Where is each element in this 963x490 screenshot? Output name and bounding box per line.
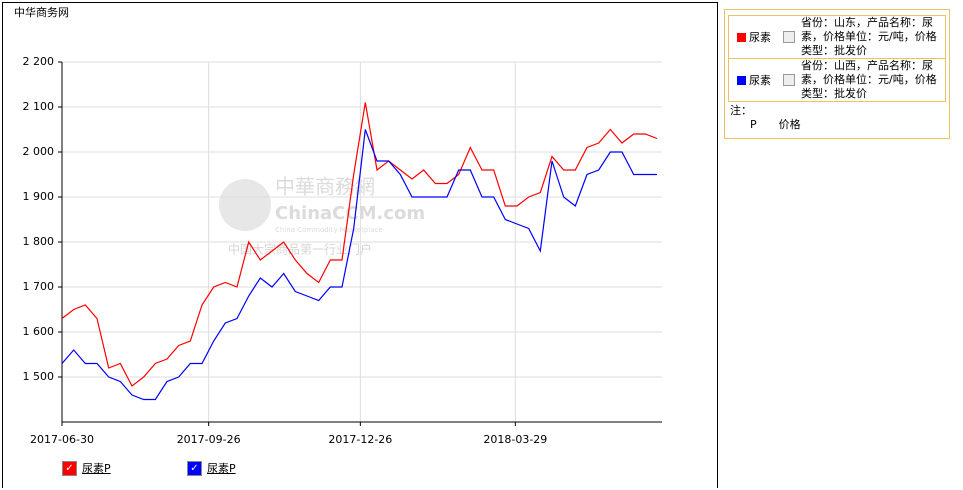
x-tick-label: 2017-09-26: [177, 433, 241, 446]
y-tick-label: 1 800: [23, 235, 55, 248]
legend-description: 省份：山西，产品名称：尿素，价格单位：元/吨，价格类型：批发价: [801, 59, 937, 100]
toggle-checkbox[interactable]: ✓: [62, 460, 77, 476]
note-title: 注：: [730, 104, 752, 117]
series-toggle[interactable]: ✓ 尿素P: [187, 460, 236, 476]
toggle-label[interactable]: 尿素P: [82, 462, 111, 475]
watermark-domain: ChinaCCM.com: [275, 203, 425, 224]
legend-checkbox[interactable]: [783, 31, 795, 43]
legend-name: 尿素: [749, 31, 771, 44]
legend-panel: 尿素 省份：山东，产品名称：尿素，价格单位：元/吨，价格类型：批发价 尿素 省份：山西…: [724, 9, 950, 139]
series-toggle[interactable]: ✓ 尿素P: [62, 460, 111, 476]
toggle-label[interactable]: 尿素P: [207, 462, 236, 475]
toggle-checkbox[interactable]: ✓: [187, 460, 202, 476]
y-tick-label: 1 700: [23, 280, 55, 293]
y-tick-label: 1 500: [23, 370, 55, 383]
note-row: P 价格: [730, 118, 944, 132]
chart-frame: [2, 2, 718, 488]
note: 注： P 价格: [728, 101, 946, 134]
legend-checkbox[interactable]: [783, 74, 795, 86]
y-tick-label: 1 900: [23, 190, 55, 203]
x-tick-label: 2017-12-26: [328, 433, 392, 446]
chart: 中华商务网 中華商務網 ChinaCCM.com China Commodity…: [14, 5, 662, 446]
watermark-logo: [219, 179, 271, 231]
y-tick-label: 2 200: [23, 55, 55, 68]
site-label: 中华商务网: [14, 5, 69, 19]
legend-row: 尿素 省份：山西，产品名称：尿素，价格单位：元/吨，价格类型：批发价: [728, 58, 946, 101]
y-tick-label: 2 000: [23, 145, 55, 158]
note-meaning: 价格: [778, 118, 801, 131]
y-tick-label: 1 600: [23, 325, 55, 338]
legend-description: 省份：山东，产品名称：尿素，价格单位：元/吨，价格类型：批发价: [801, 16, 937, 57]
y-tick-label: 2 100: [23, 100, 55, 113]
legend-name: 尿素: [749, 74, 771, 87]
x-tick-label: 2018-03-29: [483, 433, 547, 446]
watermark-slogan: 中国大宗商品第一行业门户: [228, 242, 372, 257]
note-key: P: [750, 118, 757, 131]
legend-swatch: [737, 32, 746, 42]
legend-swatch: [737, 75, 746, 85]
series-line: [61, 102, 658, 387]
watermark-tagline: China Commodity Marketplace: [275, 226, 383, 234]
legend-row: 尿素 省份：山东，产品名称：尿素，价格单位：元/吨，价格类型：批发价: [728, 15, 946, 58]
series-line: [61, 129, 657, 401]
x-tick-label: 2017-06-30: [30, 433, 94, 446]
